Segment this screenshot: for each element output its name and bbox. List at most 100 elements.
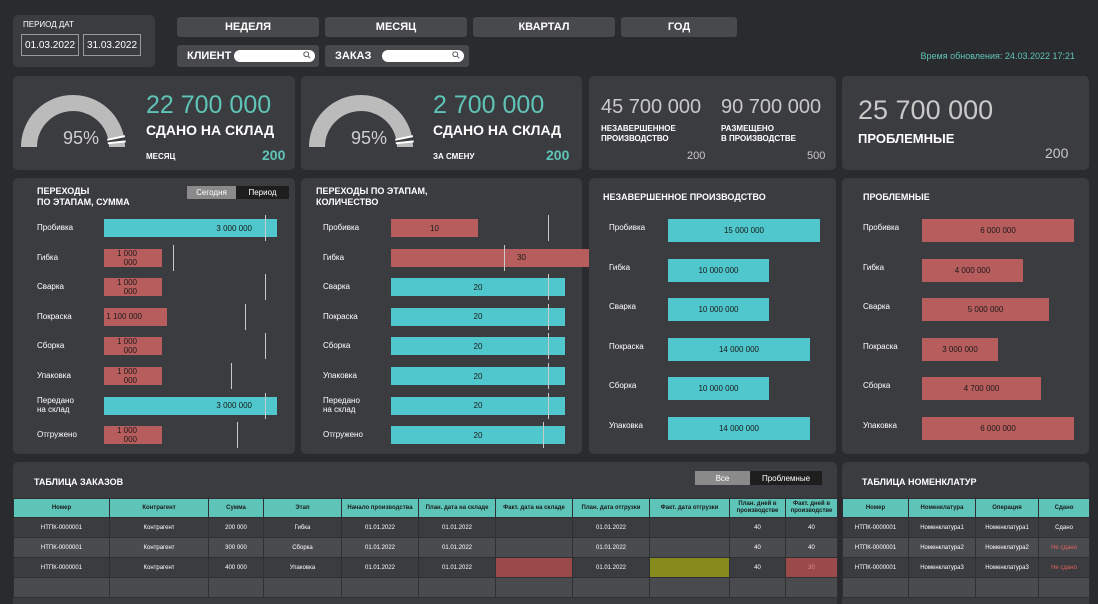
bar-category-label: Сварка <box>609 302 636 311</box>
gauge-marker <box>107 140 126 145</box>
table-row[interactable] <box>13 577 838 598</box>
bar: 1 000 000 <box>104 426 162 445</box>
table-header-cell[interactable]: Факт. дата на складе <box>495 498 573 518</box>
bar-value-label: 1 100 000 <box>106 312 142 322</box>
bar-value-label: 1 000 000 <box>116 367 137 385</box>
bar-value-label: 10 <box>430 223 439 233</box>
table-header-cell[interactable]: Сумма <box>208 498 264 518</box>
table-cell: 01.01.2022 <box>418 557 496 578</box>
week-button[interactable]: НЕДЕЛЯ <box>177 17 319 37</box>
date-from-field[interactable]: 01.03.2022 <box>21 34 79 56</box>
gauge-shift-percent: 95% <box>351 128 388 148</box>
table-cell <box>495 557 573 578</box>
table-header-cell[interactable]: Факт. дата отгрузки <box>649 498 730 518</box>
table-header-cell[interactable]: План. дата на складе <box>418 498 496 518</box>
bar-category-line: на склад <box>37 404 70 414</box>
toggle-period-button[interactable]: Период <box>236 186 289 199</box>
table-header-cell[interactable]: Номер <box>842 498 909 518</box>
table-cell: Сборка <box>263 537 342 558</box>
table-row[interactable]: НТПК-0000001 Контрагент 300 000 Сборка 01.01… <box>13 537 838 558</box>
table-header-cell[interactable]: План. дней в производстве <box>729 498 786 518</box>
table-cell: НТПК-0000001 <box>13 517 110 538</box>
bar-category-line: Сварка <box>323 282 350 292</box>
table-cell <box>842 577 909 598</box>
table-cell: НТПК-0000001 <box>13 537 110 558</box>
search-icon <box>452 51 460 59</box>
bar-category-label: Сварка <box>863 302 890 311</box>
bar-category-label: Передано на склад <box>37 396 74 414</box>
bar-category-label: Пробивка <box>863 223 899 232</box>
table-header-cell[interactable]: Номер <box>13 498 110 518</box>
table-cell: 400 000 <box>208 557 264 578</box>
table-row[interactable]: НТПК-0000001 Контрагент 200 000 Гибка 01.01.… <box>13 517 838 538</box>
kpi-month-card: 95% 22 700 000 СДАНО НА СКЛАД МЕСЯЦ 200 <box>13 76 295 170</box>
bar: 5 000 000 <box>922 298 1049 321</box>
bar-category-line: Сварка <box>863 302 890 311</box>
table-row[interactable]: НТПК-0000001 Контрагент 400 000 Упаковка 01.… <box>13 557 838 578</box>
date-to-field[interactable]: 31.03.2022 <box>83 34 141 56</box>
bar-category-line: Сборка <box>37 341 65 351</box>
bar-target-marker <box>548 363 549 389</box>
client-search-input[interactable] <box>234 50 315 62</box>
table-header-cell[interactable]: Операция <box>975 498 1039 518</box>
bar: 1 000 000 <box>104 367 162 385</box>
kpi-problem-count: 200 <box>1045 145 1069 161</box>
kpi-placed-value: 90 700 000 <box>721 96 822 118</box>
bar-category-line: Пробивка <box>37 223 74 232</box>
bar: 6 000 000 <box>922 219 1074 242</box>
chart-sum-title-2: ПО ЭТАПАМ, СУММА <box>37 197 130 207</box>
bar: 20 <box>391 278 565 297</box>
bar-target-marker <box>548 215 549 241</box>
search-icon <box>303 51 311 59</box>
table-row[interactable] <box>842 577 1090 598</box>
table-cell: 01.01.2022 <box>572 557 650 578</box>
filter-problem-button[interactable]: Проблемные <box>750 471 822 485</box>
bar: 14 000 000 <box>668 337 810 361</box>
orders-title: ТАБЛИЦА ЗАКАЗОВ <box>34 477 124 487</box>
bar-target-marker <box>548 333 549 360</box>
table-row[interactable]: НТПК-0000001 Номенклатура2 Номенклатура2 Не… <box>842 537 1090 558</box>
bar-category-label: Гибка <box>609 263 630 272</box>
bar-category-label: Пробивка <box>609 223 645 232</box>
bar-value-label: 3 000 000 <box>942 344 978 354</box>
table-cell: Номенклатура3 <box>975 557 1039 578</box>
kpi-month-title: СДАНО НА СКЛАД <box>146 122 275 138</box>
chart-problem-panel: ПРОБЛЕМНЫЕ Пробивка 6 000 000 Гибка 4 000 0… <box>842 178 1089 454</box>
gauge-month <box>21 95 126 148</box>
bar-category-line: Сборка <box>609 381 637 390</box>
order-search-input[interactable] <box>382 50 464 62</box>
table-row[interactable]: НТПК-0000001 Номенклатура1 Номенклатура1 Сд… <box>842 517 1090 538</box>
table-row[interactable]: НТПК-0000001 Номенклатура3 Номенклатура3 Не… <box>842 557 1090 578</box>
bar-target-marker <box>548 274 549 301</box>
table-cell: 40 <box>785 537 838 558</box>
table-cell <box>572 577 650 598</box>
bar-value-label: 14 000 000 <box>718 344 760 354</box>
bar-category-label: Сборка <box>323 341 350 350</box>
table-cell: 300 000 <box>208 537 264 558</box>
bar-category-line: Передано <box>37 395 74 405</box>
bar-value-label: 6 000 000 <box>980 423 1016 433</box>
table-header-cell[interactable]: План. дата отгрузки <box>572 498 650 518</box>
nomen-title: ТАБЛИЦА НОМЕНКЛАТУР <box>862 477 977 487</box>
bar-category-line: Сборка <box>863 381 891 390</box>
table-header-cell[interactable]: Начало производства <box>341 498 419 518</box>
table-cell: Контрагент <box>109 537 209 558</box>
table-header-cell[interactable]: Номенклатура <box>908 498 976 518</box>
quarter-button[interactable]: КВАРТАЛ <box>473 17 615 37</box>
bar-target-marker <box>543 422 544 449</box>
bar-value-label: 6 000 000 <box>980 226 1016 235</box>
table-cell: 01.01.2022 <box>341 517 419 538</box>
table-header-cell[interactable]: Факт. дней в производстве <box>785 498 838 518</box>
bar-value-label: 1 000 000 <box>116 278 137 297</box>
table-header-cell[interactable]: Контрагент <box>109 498 209 518</box>
toggle-today-button[interactable]: Сегодня <box>187 186 236 199</box>
bar: 15 000 000 <box>668 219 820 242</box>
kpi-month-value: 22 700 000 <box>146 91 272 119</box>
month-button[interactable]: МЕСЯЦ <box>325 17 467 37</box>
year-button[interactable]: ГОД <box>621 17 737 37</box>
filter-all-button[interactable]: Все <box>695 471 750 485</box>
table-header-cell[interactable]: Сдано <box>1038 498 1090 518</box>
table-header-cell[interactable]: Этап <box>263 498 342 518</box>
nomen-panel: ТАБЛИЦА НОМЕНКЛАТУР Номер Номенклатура Опе… <box>842 462 1090 604</box>
bar-category-line: Гибка <box>37 252 59 262</box>
